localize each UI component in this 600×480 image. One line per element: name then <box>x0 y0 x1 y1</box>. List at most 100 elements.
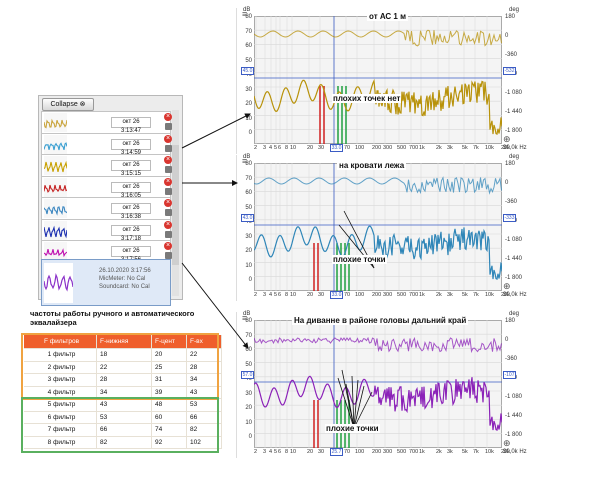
table-cell: 22 <box>96 361 152 374</box>
table-cell: 82 <box>96 436 152 449</box>
x-tick-label: 500 <box>397 449 407 455</box>
level-flag[interactable]: 57.0 <box>241 371 254 379</box>
delete-measurement-icon[interactable]: × <box>164 134 172 143</box>
table-cell: 53 <box>186 398 222 412</box>
table-cell: 28 <box>96 373 152 387</box>
filter-table: F фильтров F-нижняя F-цент F-вх 1 фильтр 18 20… <box>24 335 222 449</box>
y-tick-label: 50 <box>245 204 252 211</box>
x-tick-label: 2 <box>254 292 258 298</box>
deg-tick-label: 180 <box>505 14 516 20</box>
graph-annotation: плохие точки <box>325 424 380 433</box>
history-thumbnail <box>44 156 67 175</box>
history-scrollbar[interactable] <box>172 110 179 296</box>
history-entry[interactable]: окт 26 3:15:15 <box>41 154 171 177</box>
save-measurement-icon[interactable] <box>165 187 172 195</box>
x-tick-label: 300 <box>383 449 393 455</box>
deg-tick-label: -1 440 <box>505 413 523 419</box>
save-measurement-icon[interactable] <box>165 209 172 216</box>
cursor-frequency-flag[interactable]: 33.0 <box>330 291 343 299</box>
delete-measurement-icon[interactable]: × <box>164 156 172 164</box>
x-tick-label: 2k <box>436 449 442 455</box>
cursor-frequency-flag[interactable]: 33.0 <box>330 144 343 152</box>
delete-measurement-icon[interactable]: × <box>164 199 172 207</box>
y-tick-label: 20 <box>245 405 252 411</box>
x-tick-label: 7k <box>473 449 479 455</box>
save-measurement-icon[interactable] <box>165 144 172 152</box>
table-cell: 53 <box>96 411 152 424</box>
history-timestamp: окт 26 3:14:59 <box>111 138 151 156</box>
history-entry[interactable]: окт 26 3:17:56 <box>41 240 171 263</box>
table-header-row: F фильтров F-нижняя F-цент F-вх <box>24 335 222 349</box>
db-axis-label: dB <box>243 7 251 13</box>
collapse-button[interactable]: Collapse ⊗ <box>42 98 94 111</box>
level-flag[interactable]: 43.0 <box>241 214 254 222</box>
cursor-frequency-flag[interactable]: 25.7 <box>330 448 343 456</box>
save-measurement-icon[interactable] <box>165 166 172 173</box>
table-cell: 82 <box>186 423 222 437</box>
plot-area[interactable] <box>254 16 502 144</box>
history-timestamp: окт 26 3:17:18 <box>111 224 151 242</box>
y-tick-label: 80 <box>245 161 252 167</box>
delete-measurement-icon[interactable]: × <box>164 113 172 121</box>
y-tick-label: 0 <box>248 130 252 136</box>
graph-annotation: плохих точек нет <box>332 94 402 103</box>
x-tick-label: 700 <box>409 292 419 298</box>
zoom-icon[interactable]: ⊕ <box>503 134 511 144</box>
table-row: 7 фильтр 66 74 82 <box>24 423 222 437</box>
y-tick-label: 60 <box>245 347 252 353</box>
delete-measurement-icon[interactable]: × <box>164 220 172 229</box>
deg-tick-label: -360 <box>505 199 518 205</box>
delete-measurement-icon[interactable]: × <box>164 242 172 250</box>
x-tick-label: 500 <box>397 145 407 151</box>
x-tick-label: 6 <box>278 292 282 298</box>
table-cell: 3 фильтр <box>24 373 97 387</box>
current-mic-cal: MicMeter: No Cal <box>99 276 146 282</box>
table-cell: 8 фильтр <box>24 436 97 449</box>
phase-flag[interactable]: -107 <box>503 371 516 379</box>
current-soundcard-cal: Soundcard: No Cal <box>99 284 150 290</box>
y-tick-label: 30 <box>245 86 252 93</box>
history-thumbnail <box>44 220 67 240</box>
table-header-cell: F фильтров <box>24 335 97 349</box>
history-thumbnail <box>44 134 67 154</box>
history-timestamp: окт 26 3:13:47 <box>111 117 151 134</box>
x-tick-label: 30 <box>318 292 325 298</box>
history-entry[interactable]: окт 26 3:14:59 <box>41 132 171 156</box>
history-current-entry[interactable]: 26.10.2020 3:17:56 MicMeter: No Cal Soun… <box>41 259 171 306</box>
x-tick-label: 3 <box>263 292 267 298</box>
graph-menu-icon[interactable]: ≡ <box>242 9 248 19</box>
graph-title: на кровати лежа <box>337 161 407 170</box>
current-thumbnail <box>43 263 74 303</box>
x-tick-label: 2 <box>254 449 258 455</box>
graph-canvas <box>254 16 502 144</box>
x-tick-label: 4 <box>269 145 273 151</box>
x-tick-label: 100 <box>355 292 365 298</box>
phase-flag[interactable]: -333 <box>503 214 516 222</box>
history-entry[interactable]: окт 26 3:16:05 <box>41 175 171 199</box>
scrollbar-thumb[interactable] <box>172 145 179 265</box>
x-tick-label: 5 <box>274 145 278 151</box>
delete-measurement-icon[interactable]: × <box>164 177 172 186</box>
phase-flag[interactable]: -532 <box>503 67 516 75</box>
history-entry[interactable]: окт 26 3:13:47 <box>41 111 171 134</box>
save-measurement-icon[interactable] <box>165 123 172 130</box>
deg-tick-label: -1 800 <box>505 128 523 134</box>
save-measurement-icon[interactable] <box>165 230 172 238</box>
graph-menu-icon[interactable]: ≡ <box>242 313 248 323</box>
deg-tick-label: -1 440 <box>505 109 523 115</box>
level-flag[interactable]: 45.0 <box>241 67 254 75</box>
y-tick-label: 30 <box>245 390 252 397</box>
zoom-icon[interactable]: ⊕ <box>503 438 511 448</box>
table-header-cell: F-вх <box>186 335 222 349</box>
x-tick-label: 20k <box>501 449 510 455</box>
graph-menu-icon[interactable]: ≡ <box>242 156 248 166</box>
x-tick-label: 10 <box>290 292 297 298</box>
y-tick-label: 10 <box>245 262 252 269</box>
save-measurement-icon[interactable] <box>165 252 172 259</box>
table-header-cell: F-нижняя <box>96 335 152 349</box>
zoom-icon[interactable]: ⊕ <box>503 281 511 291</box>
